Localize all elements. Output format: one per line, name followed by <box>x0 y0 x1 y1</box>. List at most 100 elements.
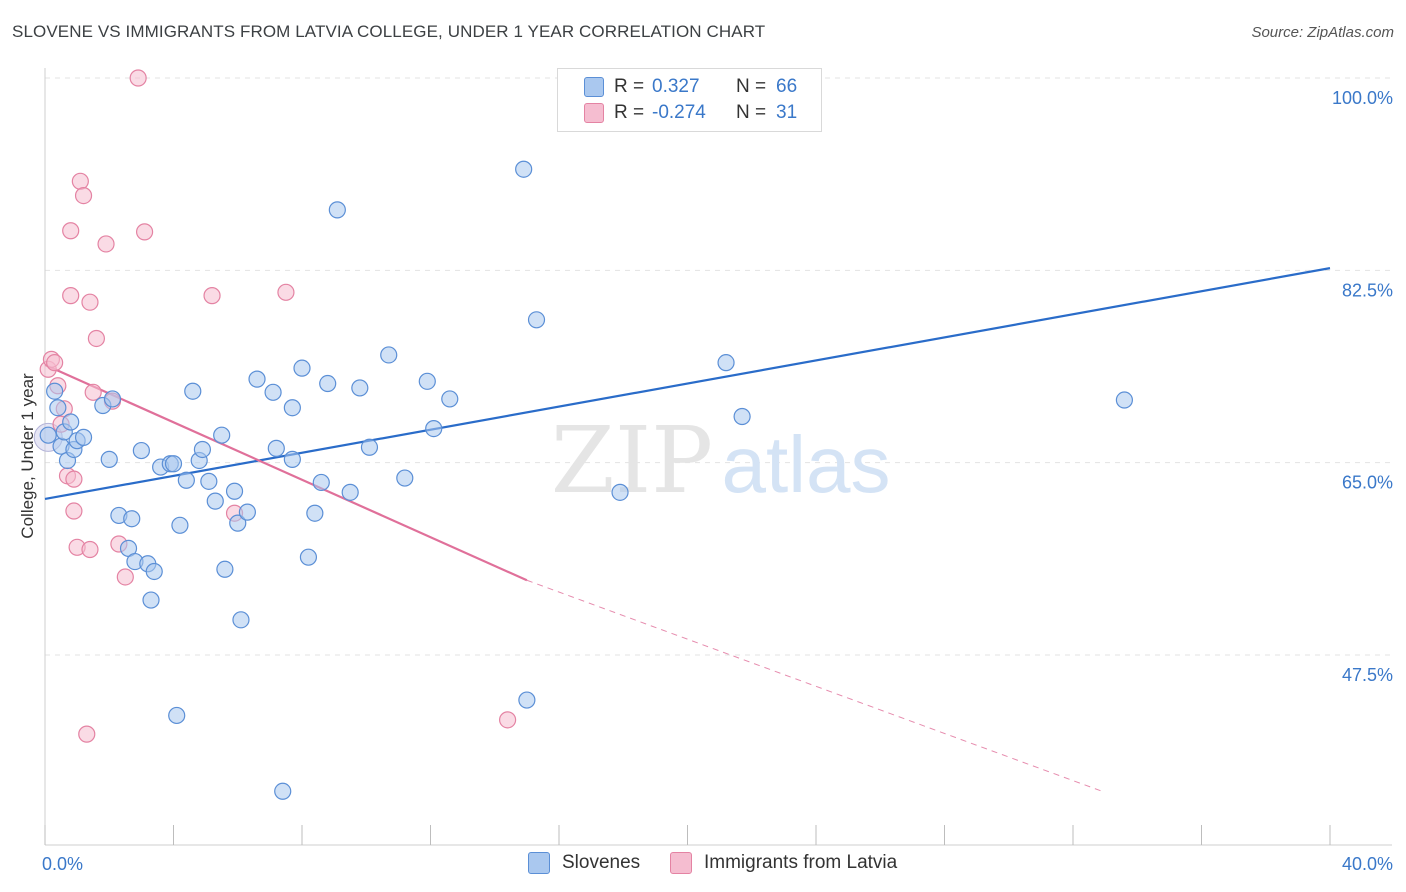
slovenes-data-point <box>380 346 398 364</box>
latvia-data-point <box>71 172 89 190</box>
slovenes-data-point <box>293 359 311 377</box>
slovenes-data-point <box>100 450 118 468</box>
latvia-legend-label: Immigrants from Latvia <box>704 852 898 873</box>
tick-labels: 47.5% 65.0% 82.5% 100.0% 0.0% 40.0% <box>42 88 1393 874</box>
latvia-data-point <box>62 287 80 305</box>
slovenes-data-point <box>441 390 459 408</box>
latvia-data-point <box>135 223 154 241</box>
y-tick-label: 82.5% <box>1342 280 1393 300</box>
slovenes-data-point <box>132 441 150 460</box>
x-tick-label: 40.0% <box>1342 854 1393 874</box>
slovenes-data-point <box>62 413 80 431</box>
slovenes-data-point <box>717 354 735 372</box>
axes <box>44 68 1392 846</box>
slovenes-data-point <box>216 560 234 578</box>
legend-row-latvia: R = -0.274 N = 31 <box>584 100 816 126</box>
latvia-data-point <box>81 540 99 559</box>
chart-title: SLOVENE VS IMMIGRANTS FROM LATVIA COLLEG… <box>12 22 766 41</box>
slovenes-data-point <box>283 450 301 468</box>
slovenes-data-point <box>123 510 141 528</box>
latvia-n-value: 31 <box>776 102 798 123</box>
slovenes-swatch <box>584 77 604 97</box>
slovenes-data-point <box>341 483 359 501</box>
slovenes-data-point <box>49 399 67 417</box>
slovenes-data-point <box>39 426 57 444</box>
latvia-data-point <box>499 711 517 729</box>
slovenes-data-point <box>319 374 337 393</box>
latvia-data-point <box>81 293 99 311</box>
legend-item-latvia[interactable]: Immigrants from Latvia <box>670 850 897 876</box>
watermark-atlas: atlas <box>722 420 891 509</box>
slovenes-data-point <box>225 482 244 500</box>
slovenes-data-point <box>206 492 224 510</box>
source-credit: Source: ZipAtlas.com <box>1251 24 1394 41</box>
slovenes-data-point <box>351 379 369 397</box>
slovenes-r-value: 0.327 <box>652 76 700 97</box>
legend-item-slovenes[interactable]: Slovenes <box>528 850 640 876</box>
watermark: ZIP atlas <box>551 407 891 514</box>
latvia-data-point <box>203 287 221 305</box>
slovenes-data-point <box>200 472 218 490</box>
latvia-data-point <box>78 725 96 743</box>
y-tick-label: 65.0% <box>1342 473 1393 493</box>
slovenes-data-point <box>213 426 231 444</box>
slovenes-data-point <box>177 471 195 489</box>
slovenes-data-point <box>171 516 189 534</box>
r-label: R = <box>614 102 645 123</box>
latvia-data-point <box>65 502 83 520</box>
slovenes-data-point <box>229 514 247 532</box>
slovenes-data-point <box>248 370 266 388</box>
slovenes-data-point <box>142 591 160 609</box>
slovenes-data-point <box>518 691 536 709</box>
latvia-trend-line <box>44 363 528 582</box>
latvia-data-point <box>97 235 115 253</box>
n-label: N = <box>736 102 767 123</box>
slovenes-data-point <box>328 201 346 219</box>
slovenes-data-point <box>611 483 629 501</box>
latvia-data-point <box>277 283 295 301</box>
slovenes-data-point <box>103 390 122 408</box>
y-axis-label: College, Under 1 year <box>18 373 37 539</box>
latvia-trend-extension <box>526 579 1106 793</box>
slovenes-legend-swatch <box>528 852 550 874</box>
legend-row-slovenes: R = 0.327 N = 66 <box>584 74 816 100</box>
latvia-data-point <box>129 69 147 87</box>
slovenes-data-point <box>425 419 443 438</box>
slovenes-data-point <box>306 504 324 522</box>
slovenes-data-point <box>527 311 546 329</box>
slovenes-data-point <box>733 407 751 426</box>
data-points <box>33 69 1134 800</box>
slovenes-data-point <box>396 469 414 487</box>
slovenes-data-point <box>238 503 256 521</box>
latvia-legend-swatch <box>670 852 692 874</box>
slovenes-data-point <box>1115 391 1134 409</box>
watermark-zip: ZIP <box>551 407 713 514</box>
latvia-r-value: -0.274 <box>652 102 706 123</box>
slovenes-data-point <box>418 372 436 390</box>
slovenes-data-point <box>264 383 282 401</box>
x-tick-label: 0.0% <box>42 854 83 874</box>
latvia-data-point <box>84 383 102 401</box>
latvia-swatch <box>584 103 604 123</box>
slovenes-data-point <box>232 611 250 629</box>
slovenes-data-point <box>145 562 163 581</box>
correlation-legend: R = 0.327 N = 66 R = -0.274 N = 31 <box>557 68 822 132</box>
trend-lines <box>44 267 1331 793</box>
grid-lines <box>45 77 1392 656</box>
latvia-data-point <box>87 329 106 348</box>
latvia-data-point <box>46 354 64 372</box>
latvia-data-point <box>62 222 80 240</box>
slovenes-data-point <box>515 160 533 178</box>
slovenes-data-point <box>164 455 183 473</box>
slovenes-data-point <box>274 782 292 800</box>
slovenes-data-point <box>299 548 318 566</box>
slovenes-legend-label: Slovenes <box>562 852 641 873</box>
slovenes-data-point <box>283 399 301 417</box>
latvia-data-point <box>74 186 93 205</box>
latvia-data-point <box>116 568 134 586</box>
y-tick-label: 100.0% <box>1332 88 1393 108</box>
latvia-data-point <box>65 470 83 488</box>
slovenes-data-point <box>74 428 93 446</box>
slovenes-data-point <box>312 473 330 492</box>
